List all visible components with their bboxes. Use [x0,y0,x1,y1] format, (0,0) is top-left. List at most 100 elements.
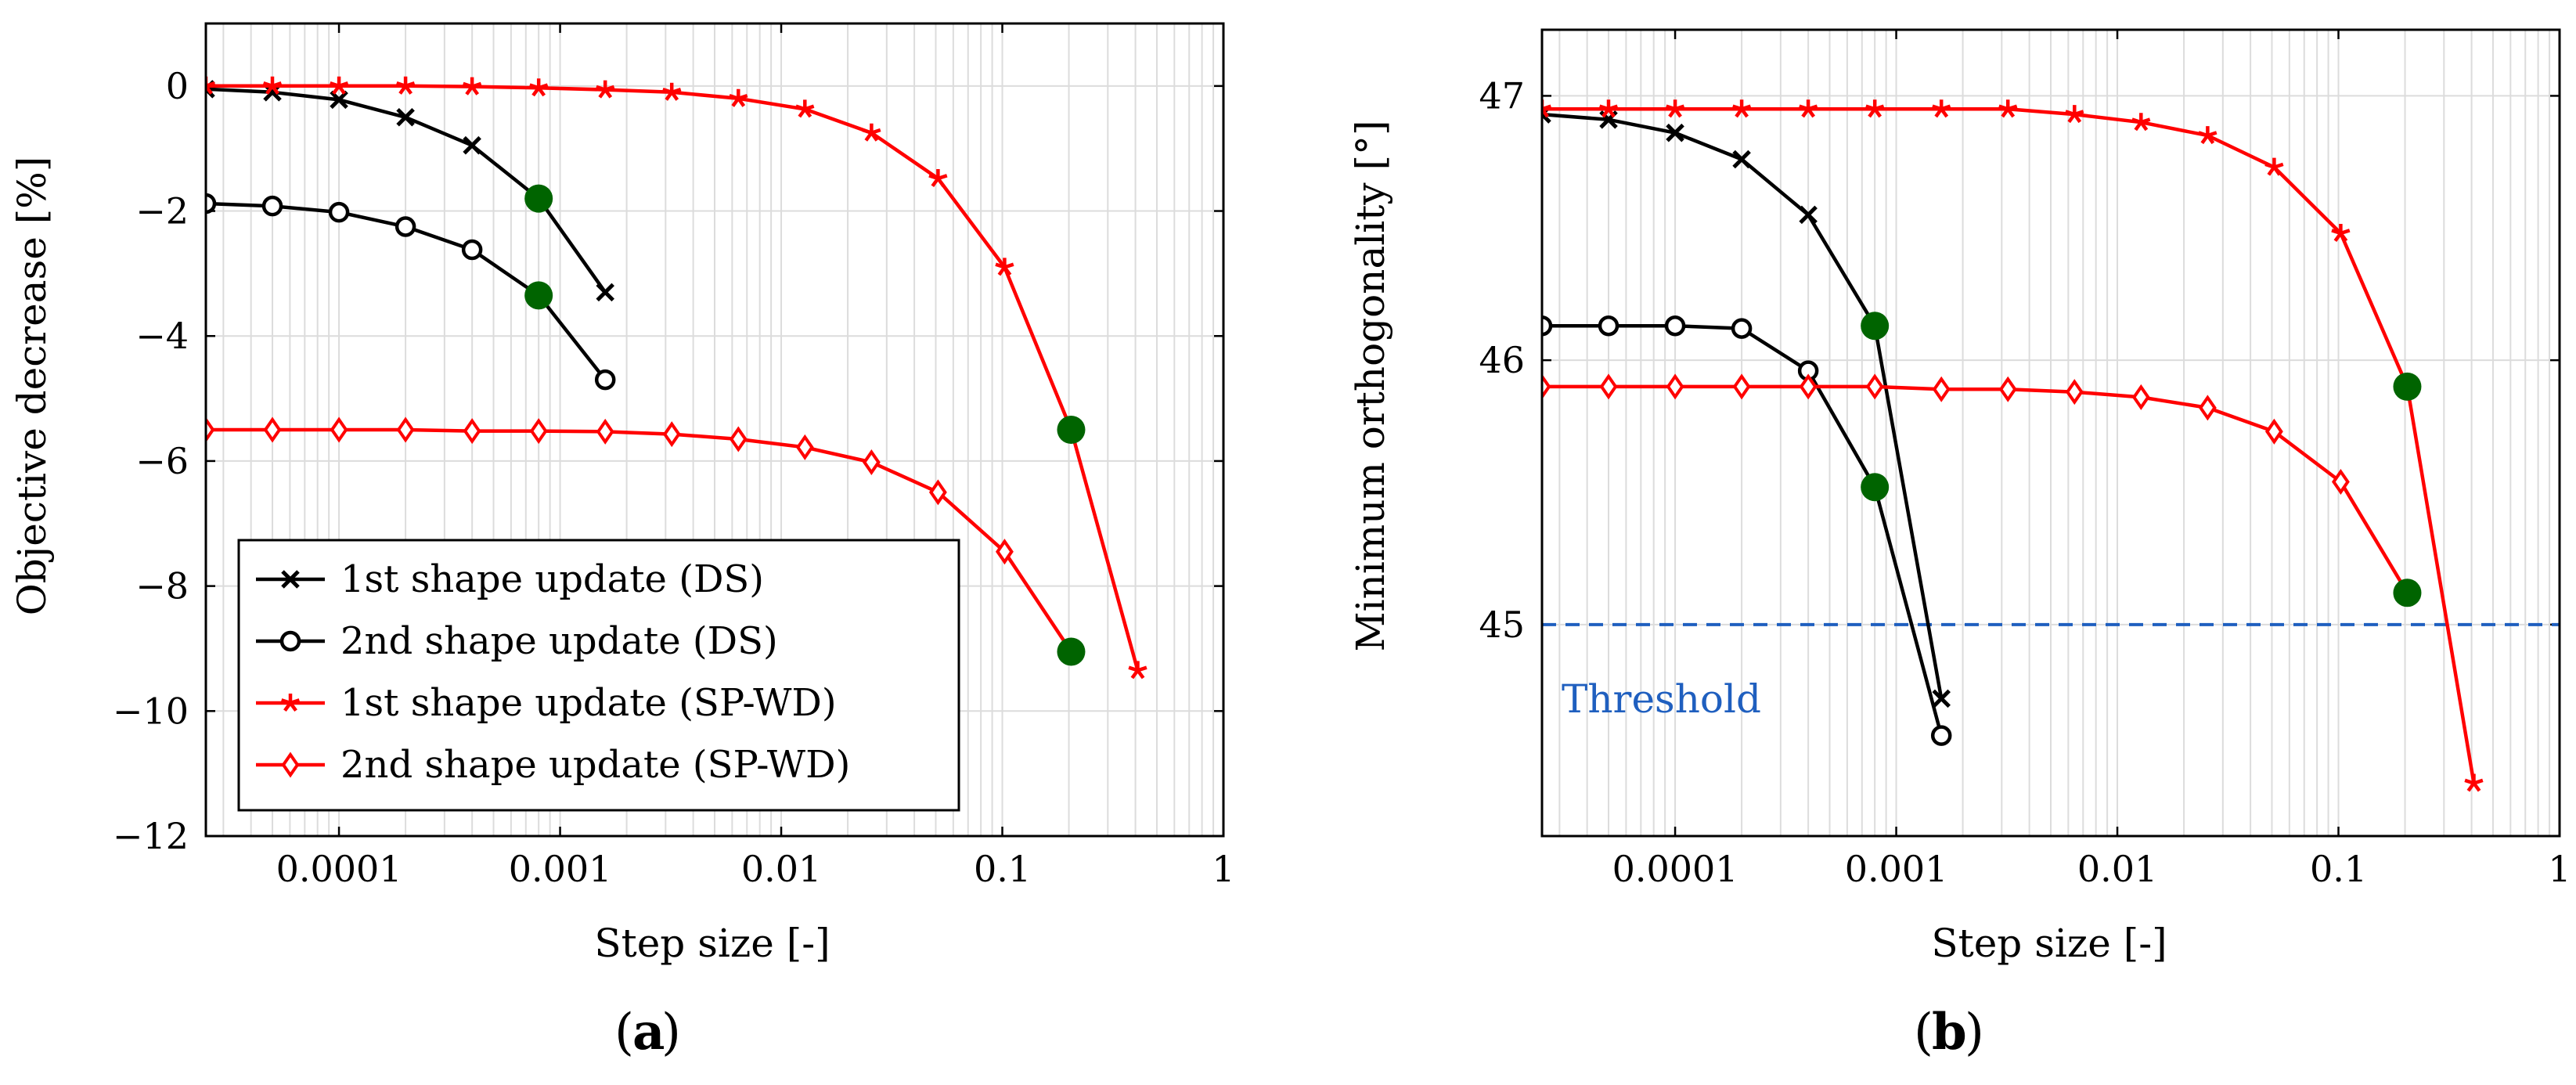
panel-b-series-3-point [2331,223,2351,243]
panel-a-series-3-point [529,78,549,97]
panel-a-legend-label: 1st shape update (DS) [340,557,764,601]
panel-a-series-2-point [594,369,616,391]
panel-b-series-4-point [1542,373,1551,400]
panel-a-y-tick-label: −10 [113,690,189,732]
panel-a-series-3-point [329,76,349,95]
panel-a-open-paren: ( [614,1004,634,1062]
panel-b-threshold-label: Threshold [1562,676,1761,722]
panel-a-series-2-point [261,195,283,217]
panel-b-series-2-point [1542,315,1553,337]
panel-b-series-2-point [1664,315,1686,337]
panel-a-series-4-point [596,418,614,445]
panel-b-series-2-point [1930,725,1952,746]
panel-a-legend-box [237,539,960,812]
panel-a-series-3-point [928,168,948,188]
panel-b-label: b [1932,1003,1967,1062]
panel-a-y-tick-label: −4 [135,315,189,357]
panel-b-highlight-point [2393,372,2422,401]
panel-a-legend-marker [281,570,300,589]
panel-b-series-2-point [1598,315,1619,337]
panel-a-chart: 0.0001 0.001 0.01 0.1 1 0 −2 −4 −6 −8 −10 −12 1st sh… [113,22,1235,890]
panel-a-series-3-point [729,88,748,107]
panel-a-series-4-point [995,539,1014,565]
panel-b-series-3-point [1998,99,2018,118]
panel-a-series-4-point [662,421,681,448]
panel-a-legend-marker [279,630,301,652]
panel-a-xlabel: Step size [-] [594,921,830,966]
panel-a-y-tick-label: −6 [135,440,189,482]
panel-b-y-tick-label: 45 [1479,604,1525,646]
panel-a-x-tick-label: 0.0001 [276,848,402,890]
panel-a-series-3-point [395,76,416,95]
panel-a-series-2-point [328,201,350,223]
panel-a-ylabel: Objective decrease [%] [9,157,55,615]
panel-b-series-3-point [2464,773,2484,792]
panel-a-series-1-point [330,90,348,110]
panel-b-series-3-point [1799,99,1818,118]
panel-b-series-4-point [1732,373,1751,400]
panel-b-close-paren: ) [1965,1004,1984,1062]
panel-b-y-tick-label: 47 [1479,74,1525,117]
panel-a-plot-frame [204,22,1225,838]
panel-a-x-tick-label: 0.1 [974,848,1031,890]
panel-b-series-3-point [1666,99,1685,118]
panel-a-series-3-point [463,77,482,96]
panel-a-legend-marker [281,752,300,778]
panel-b-series-2-point [1731,318,1753,339]
panel-b-series-1-point [1932,689,1951,708]
panel-a-series-2-point [206,193,217,214]
panel-b-series-3-point [1932,99,1951,118]
panel-b-series-3-point [2065,105,2084,124]
panel-b-series-4-point [1932,376,1951,402]
panel-a-y-tick-label: 0 [166,65,189,107]
panel-b-series-1-point [1799,205,1818,225]
panel-a-series-2-point [461,239,483,261]
panel-a-series-3-point [262,76,283,95]
panel-b-xlabel: Step size [-] [1931,921,2167,966]
panel-b-open-paren: ( [1914,1004,1933,1062]
panel-b-x-tick-label: 0.001 [1845,848,1948,890]
panel-a-series-3-point [596,80,615,99]
panel-a-series-3-point [1128,661,1147,679]
panel-b-series-4-point [1599,373,1618,400]
panel-b-series-4-line [1542,384,2409,594]
panel-a-series-2-point [395,216,416,237]
panel-a-series-4-point [529,418,548,445]
panel-b-series-4-point [1865,373,1884,400]
panel-b-ylabel: Minimum orthogonality [°] [1348,120,1393,651]
panel-a-series-3-point [795,99,815,118]
panel-a-series-4-point [206,416,215,443]
panel-b-series-3-point [1732,99,1752,118]
panel-a-y-tick-label: −8 [135,565,189,607]
panel-b-series-4-point [2331,468,2350,495]
panel-a-legend-label: 2nd shape update (DS) [340,619,778,663]
panel-b-series-4-point [1799,373,1818,400]
panel-b-series-3-point [1542,99,1552,118]
panel-b-series-3-point [1598,99,1619,118]
panel-b-series-4-point [2198,395,2217,421]
panel-a-series-3-point [862,123,881,142]
panel-a-series-3-point [995,258,1014,276]
panel-a-x-tick-label: 0.001 [509,848,612,890]
panel-a-series-1-point [396,108,415,127]
panel-b-series-3-point [2264,157,2284,176]
panel-a-series-4-point [463,418,481,445]
panel-a-series-4-point [330,416,348,443]
panel-a-series-1-point [596,283,614,302]
panel-a-series-4-point [862,449,881,476]
panel-b-series-1-point [1666,123,1684,142]
panel-b-series-4-point [2264,418,2283,445]
panel-b-chart: 0.0001 0.001 0.01 0.1 1 45 46 47 Threshold [1479,28,2571,890]
panel-a-legend-label: 2nd shape update (SP-WD) [340,743,850,787]
panel-a-y-tick-label: −12 [113,815,189,857]
panel-a-highlight-point [524,281,553,310]
panel-b-x-tick-label: 0.1 [2310,848,2367,890]
panel-a-label: a [632,1003,665,1062]
panel-a-legend-marker [280,694,301,712]
panel-a-highlight-point [1057,637,1086,666]
panel-b-series-1-point [1732,150,1751,169]
panel-b-series-4-point [2131,384,2150,410]
panel-a-series-4-point [729,426,748,452]
panel-a-series-1-point [463,135,481,155]
